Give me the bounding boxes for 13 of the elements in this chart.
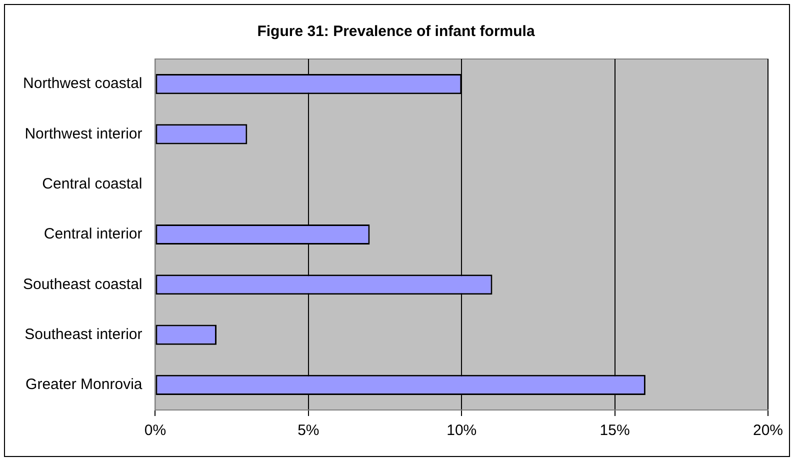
y-tick-label: Greater Monrovia [26,376,143,394]
x-tick-label: 15% [600,422,630,440]
chart-title: Figure 31: Prevalence of infant formula [257,23,536,40]
y-tick-label: Northwest interior [24,125,142,142]
y-tick-label: Central interior [44,226,142,243]
x-tick-label: 20% [752,422,784,440]
x-tick-label: 10% [446,422,477,440]
y-tick-label: Southeast coastal [22,276,142,293]
x-tick-label: 5% [298,422,320,440]
y-tick-label: Northwest coastal [23,75,142,92]
y-tick-label: Southeast interior [24,326,142,343]
x-tick-label: 0% [144,422,166,440]
y-tick-label: Central coastal [42,176,142,192]
